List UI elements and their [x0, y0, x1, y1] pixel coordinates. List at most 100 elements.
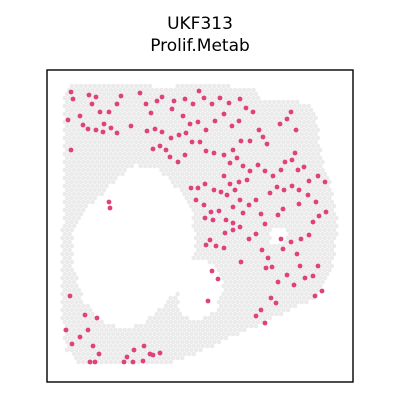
background-spot: [171, 300, 176, 305]
background-spot: [318, 244, 323, 249]
background-spot: [152, 332, 157, 337]
highlight-spot: [138, 91, 143, 96]
background-spot: [295, 108, 300, 113]
background-spot: [318, 196, 323, 201]
background-spot: [95, 88, 100, 93]
background-spot: [224, 128, 229, 133]
background-spot: [302, 296, 307, 301]
background-spot: [274, 256, 279, 261]
background-spot: [254, 92, 259, 97]
highlight-spot: [268, 191, 273, 196]
background-spot: [150, 328, 155, 333]
background-spot: [240, 284, 245, 289]
background-spot: [286, 204, 291, 209]
background-spot: [281, 148, 286, 153]
background-spot: [70, 124, 75, 129]
background-spot: [226, 324, 231, 329]
background-spot: [210, 160, 215, 165]
background-spot: [67, 336, 72, 341]
background-spot: [95, 184, 100, 189]
background-spot: [86, 120, 91, 125]
background-spot: [247, 224, 252, 229]
background-spot: [217, 124, 222, 129]
background-spot: [290, 260, 295, 265]
background-spot: [210, 112, 215, 117]
background-spot: [175, 116, 180, 121]
background-spot: [316, 256, 321, 261]
background-spot: [228, 304, 233, 309]
background-spot: [109, 360, 114, 365]
highlight-spot: [231, 148, 236, 153]
background-spot: [306, 240, 311, 245]
background-spot: [306, 280, 311, 285]
background-spot: [150, 336, 155, 341]
background-spot: [329, 224, 334, 229]
background-spot: [254, 212, 259, 217]
background-spot: [274, 208, 279, 213]
background-spot: [196, 128, 201, 133]
background-spot: [235, 324, 240, 329]
background-spot: [168, 320, 173, 325]
background-spot: [76, 216, 81, 221]
background-spot: [157, 156, 162, 161]
background-spot: [191, 224, 196, 229]
background-spot: [76, 96, 81, 101]
highlight-spot: [307, 233, 312, 238]
background-spot: [104, 88, 109, 93]
background-spot: [122, 136, 127, 141]
background-spot: [247, 312, 252, 317]
highlight-spot: [265, 142, 270, 147]
background-spot: [194, 132, 199, 137]
background-spot: [242, 88, 247, 93]
background-spot: [88, 180, 93, 185]
background-spot: [86, 144, 91, 149]
background-spot: [81, 176, 86, 181]
highlight-spot: [213, 119, 218, 124]
background-spot: [263, 148, 268, 153]
background-spot: [226, 244, 231, 249]
background-spot: [290, 268, 295, 273]
background-spot: [320, 232, 325, 237]
background-spot: [127, 344, 132, 349]
highlight-spot: [285, 117, 290, 122]
background-spot: [293, 176, 298, 181]
background-spot: [217, 164, 222, 169]
background-spot: [258, 284, 263, 289]
background-spot: [74, 220, 79, 225]
background-spot: [76, 352, 81, 357]
background-spot: [325, 264, 330, 269]
background-spot: [302, 128, 307, 133]
background-spot: [242, 320, 247, 325]
background-spot: [157, 340, 162, 345]
background-spot: [311, 224, 316, 229]
background-spot: [198, 348, 203, 353]
background-spot: [99, 144, 104, 149]
background-spot: [235, 172, 240, 177]
background-spot: [72, 192, 77, 197]
background-spot: [256, 216, 261, 221]
background-spot: [313, 132, 318, 137]
background-spot: [320, 160, 325, 165]
background-spot: [141, 152, 146, 157]
background-spot: [175, 324, 180, 329]
background-spot: [74, 164, 79, 169]
background-spot: [258, 292, 263, 297]
background-spot: [93, 148, 98, 153]
background-spot: [212, 84, 217, 89]
background-spot: [290, 188, 295, 193]
background-spot: [242, 128, 247, 133]
background-spot: [313, 260, 318, 265]
background-spot: [65, 100, 70, 105]
background-spot: [60, 292, 65, 297]
background-spot: [233, 256, 238, 261]
background-spot: [178, 336, 183, 341]
background-spot: [231, 268, 236, 273]
background-spot: [162, 100, 167, 105]
highlight-spot: [158, 351, 163, 356]
background-spot: [249, 156, 254, 161]
background-spot: [288, 176, 293, 181]
background-spot: [74, 140, 79, 145]
background-spot: [272, 252, 277, 257]
background-spot: [166, 332, 171, 337]
background-spot: [224, 224, 229, 229]
